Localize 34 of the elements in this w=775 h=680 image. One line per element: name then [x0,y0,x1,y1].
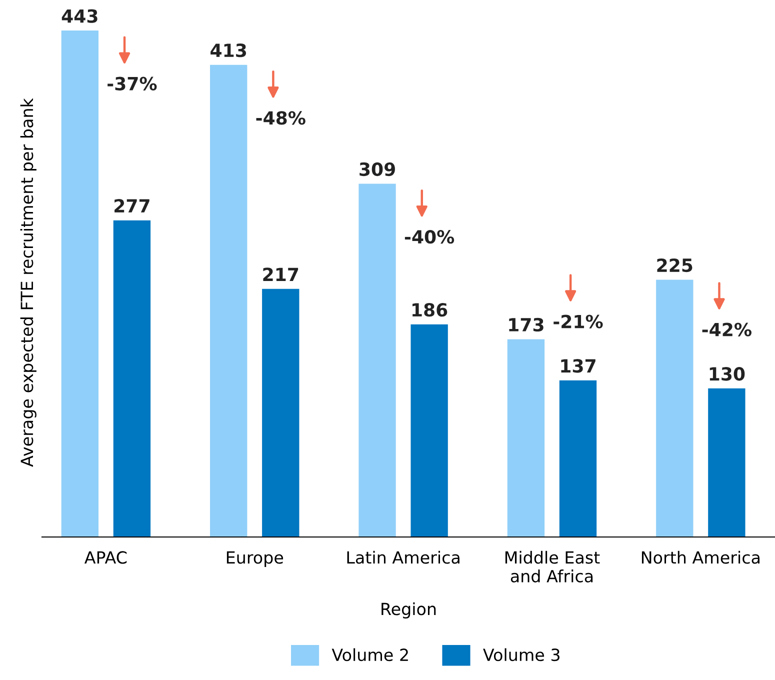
annotation: -48% [256,111,306,125]
bar [656,280,694,537]
data-label: 186 [412,303,448,317]
annotation: -40% [404,230,454,244]
data-label: 173 [509,318,544,332]
x-tick-label: Middle East and Africa [505,550,600,582]
annotation: -37% [108,76,157,90]
x-tick-label: Latin America [347,550,460,564]
bar [358,184,396,537]
bar [210,64,248,537]
data-label: 309 [360,162,395,176]
data-label: 413 [210,44,246,58]
data-label: 130 [710,367,745,381]
bar [507,339,545,537]
x-tick-label: APAC [84,551,127,564]
x-tick-label: North America [642,550,760,564]
bar [113,220,151,537]
bar [559,380,597,537]
annotation: -21% [554,314,603,328]
bar [262,288,300,537]
legend-label: Volume 3 [483,648,560,662]
annotation: -42% [702,322,752,336]
data-label: 217 [263,268,298,281]
bar [61,30,98,537]
bar [708,388,746,537]
data-label: 277 [114,198,150,212]
x-tick-label: Europe [226,551,284,568]
data-label: 443 [62,9,98,23]
legend-label: Volume 2 [332,648,408,662]
data-label: 137 [561,359,596,373]
y-axis-title: Average expected FTE recruitment per bank [20,98,36,467]
x-axis-title: Region [382,602,436,618]
bar [410,324,448,537]
data-label: 225 [657,258,692,272]
